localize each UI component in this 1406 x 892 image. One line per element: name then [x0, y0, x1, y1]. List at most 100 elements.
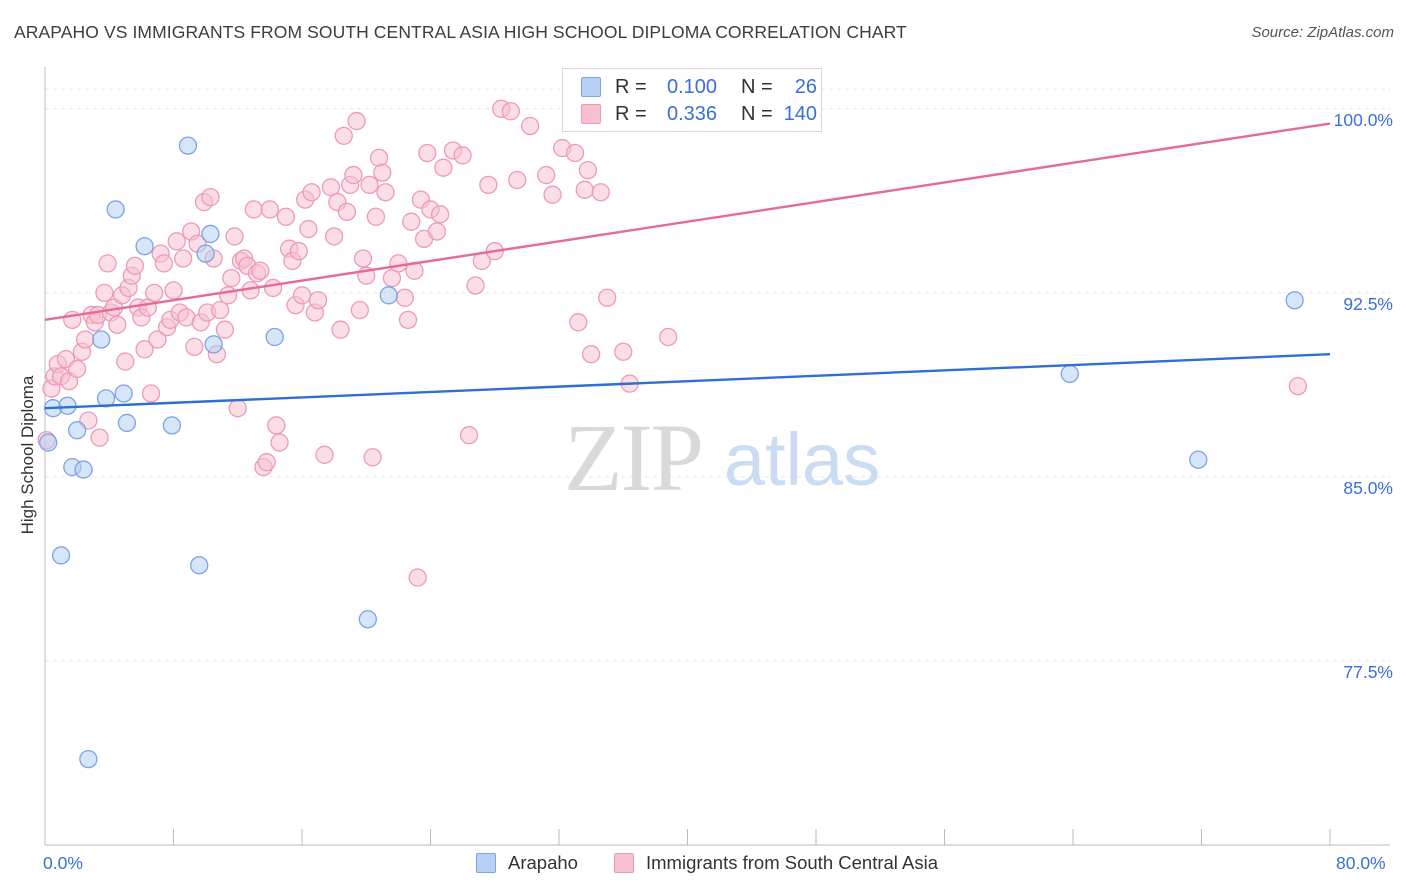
immigrants-point: [569, 313, 588, 332]
immigrants-point: [578, 161, 598, 180]
immigrants-point: [389, 254, 408, 273]
arapaho-point: [74, 460, 93, 479]
stats-box: R = 0.100 N = 26 R = 0.336 N = 140: [562, 68, 822, 132]
immigrants-point: [210, 300, 230, 320]
r-value: 0.100: [667, 76, 718, 98]
immigrants-point: [108, 315, 127, 334]
watermark-zip: ZIP: [564, 404, 702, 511]
immigrants-point: [453, 146, 472, 165]
immigrants-point: [260, 200, 280, 219]
immigrants-point: [173, 249, 193, 268]
immigrants-point: [67, 359, 87, 379]
immigrants-point: [289, 241, 308, 261]
immigrants-point: [347, 111, 366, 131]
immigrants-point: [308, 291, 328, 310]
arapaho-legend-swatch: [476, 853, 496, 873]
watermark-atlas: atlas: [724, 418, 880, 501]
immigrants-point: [141, 384, 161, 403]
immigrants-point: [591, 183, 610, 202]
immigrants-point: [222, 268, 241, 288]
immigrants-point: [251, 261, 270, 280]
immigrants-swatch: [581, 104, 601, 124]
immigrants-point: [408, 568, 427, 587]
r-label: R =: [615, 103, 647, 125]
immigrants-point: [373, 163, 392, 182]
arapaho-point: [204, 335, 223, 354]
arapaho-point: [1189, 450, 1208, 469]
arapaho-point: [265, 327, 284, 347]
immigrants-point: [430, 205, 450, 224]
immigrants-point: [418, 143, 437, 163]
arapaho-trend-line: [44, 353, 1331, 410]
arapaho-point: [39, 433, 58, 452]
immigrants-point: [292, 286, 312, 305]
n-value: 26: [794, 76, 817, 98]
immigrants-point: [350, 300, 369, 320]
immigrants-point: [135, 340, 154, 359]
immigrants-point: [218, 286, 238, 305]
immigrants-point: [331, 320, 350, 339]
y-tick-label: 100.0%: [1333, 109, 1393, 130]
trend-lines: [44, 122, 1331, 410]
y-tick-label: 85.0%: [1343, 477, 1393, 498]
arapaho-swatch: [581, 77, 601, 97]
immigrants-point: [125, 256, 145, 276]
arapaho-point: [96, 389, 116, 408]
immigrants-point: [543, 185, 562, 204]
arapaho-point: [51, 546, 71, 565]
immigrants-point: [270, 433, 289, 452]
immigrants-legend-swatch: [614, 853, 634, 873]
legend-label: Immigrants from South Central Asia: [646, 852, 938, 873]
immigrants-point: [299, 219, 318, 239]
immigrants-point: [565, 143, 585, 163]
axes: [44, 67, 1390, 846]
immigrants-point: [98, 254, 117, 273]
arapaho-point: [1060, 364, 1079, 383]
immigrants-point: [581, 345, 601, 364]
x-tick-label-max: 80.0%: [1336, 853, 1386, 873]
n-label: N =: [741, 103, 773, 125]
immigrants-point: [366, 207, 386, 226]
r-label: R =: [615, 76, 647, 98]
arapaho-point: [196, 244, 215, 263]
immigrants-point: [145, 283, 164, 303]
immigrants-points: [37, 99, 1308, 587]
immigrants-point: [434, 158, 453, 177]
r-value: 0.336: [667, 103, 718, 125]
immigrants-point: [537, 165, 556, 185]
arapaho-point: [114, 384, 133, 403]
n-label: N =: [741, 76, 773, 98]
immigrants-point: [353, 249, 373, 268]
y-tick-label: 77.5%: [1343, 661, 1393, 682]
immigrants-point: [167, 232, 186, 251]
immigrants-point: [90, 428, 109, 447]
immigrants-point: [402, 212, 421, 231]
arapaho-point: [190, 556, 209, 575]
immigrants-point: [324, 227, 344, 246]
arapaho-point: [135, 237, 154, 256]
immigrants-point: [164, 281, 183, 300]
immigrants-point: [148, 330, 167, 349]
immigrants-point: [185, 337, 204, 356]
immigrants-point: [363, 448, 382, 467]
y-tick-label: 92.5%: [1343, 293, 1393, 314]
immigrants-point: [369, 148, 389, 168]
arapaho-point: [117, 413, 137, 433]
immigrants-point: [598, 288, 617, 307]
immigrants-point: [520, 116, 540, 136]
immigrants-point: [508, 170, 527, 190]
immigrants-point: [466, 276, 485, 295]
arapaho-point: [79, 749, 98, 769]
immigrants-point: [614, 342, 633, 361]
immigrants-trend-line: [44, 122, 1331, 322]
arapaho-point: [162, 416, 182, 435]
arapaho-point: [178, 136, 198, 155]
arapaho-point: [201, 224, 220, 244]
immigrants-point: [225, 227, 244, 246]
arapaho-point: [67, 421, 87, 440]
arapaho-point: [58, 396, 77, 415]
immigrants-point: [427, 222, 447, 241]
immigrants-point: [360, 175, 379, 195]
immigrants-point: [244, 200, 263, 219]
immigrants-point: [395, 288, 414, 307]
